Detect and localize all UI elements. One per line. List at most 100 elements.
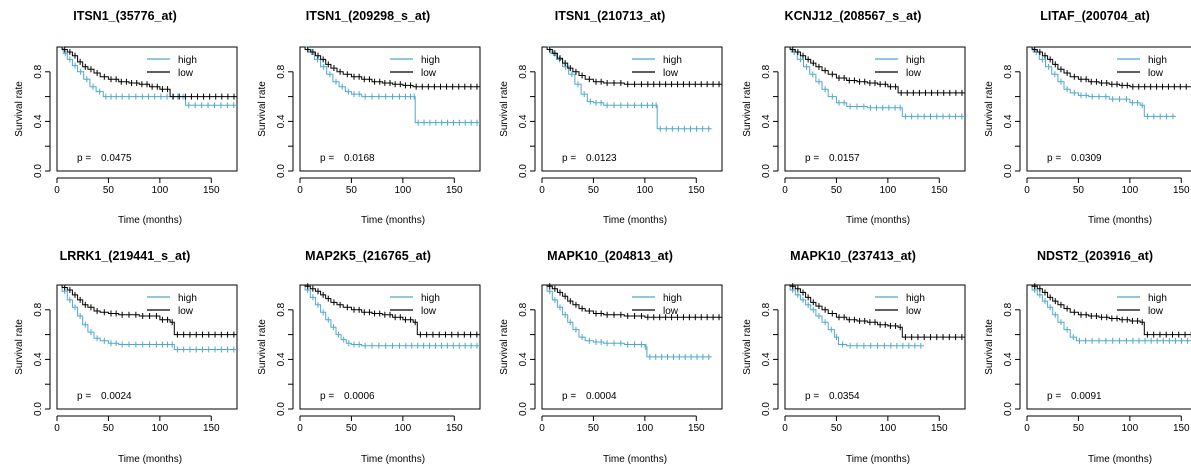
x-axis-label: Time (months) [603, 215, 667, 226]
y-tick-label: 0.8 [518, 64, 529, 78]
legend: high low [390, 55, 440, 79]
plot-frame [784, 46, 966, 172]
plot-frame [541, 46, 723, 172]
legend-label-high: high [906, 55, 925, 66]
p-value: 0.0091 [1071, 391, 1102, 402]
y-tick-label: 0.0 [276, 164, 287, 178]
survival-curve-low [542, 284, 722, 318]
legend-label-high: high [663, 55, 682, 66]
survival-curve-low [785, 46, 965, 94]
legend: high low [875, 293, 925, 317]
legend-label-high: high [178, 55, 197, 66]
plot-title: NDST2_(203916_at) [1037, 249, 1153, 263]
y-tick-label: 0.8 [276, 302, 287, 316]
p-value-label: p = [77, 391, 91, 402]
p-value-label: p = [562, 391, 576, 402]
p-value: 0.0475 [101, 153, 132, 164]
legend-label-low: low [906, 68, 922, 79]
plot-frame [784, 284, 966, 410]
p-value-label: p = [320, 391, 334, 402]
x-tick-label: 150 [446, 185, 463, 196]
p-value-label: p = [805, 391, 819, 402]
x-tick-label: 0 [539, 185, 545, 196]
legend-label-low: low [663, 306, 679, 317]
x-tick-label: 100 [152, 185, 169, 196]
survival-curve-high [785, 46, 965, 117]
y-tick-label: 0.4 [276, 114, 287, 128]
censor-marks-low [549, 283, 720, 321]
y-tick-label: 0.0 [276, 402, 287, 416]
censor-marks-low [64, 284, 235, 338]
x-tick-label: 50 [831, 423, 843, 434]
survival-curve-high [542, 46, 712, 130]
x-axis-label: Time (months) [361, 215, 425, 226]
y-tick-label: 0.8 [33, 302, 44, 316]
x-tick-label: 150 [931, 423, 948, 434]
survival-plot-8: MAPK10_(204813_at) 0.0 0.4 0.8 Survival rate… [499, 249, 723, 465]
y-tick-label: 0.8 [276, 64, 287, 78]
legend-label-low: low [421, 68, 437, 79]
p-value-label: p = [805, 153, 819, 164]
legend-label-low: low [178, 306, 194, 317]
survival-curve-high [1027, 284, 1191, 342]
y-tick-label: 0.4 [1003, 352, 1014, 366]
censor-marks-high [549, 288, 710, 360]
p-value: 0.0354 [829, 391, 860, 402]
censor-marks-low [64, 46, 235, 100]
p-value: 0.0004 [586, 391, 617, 402]
y-tick-label: 0.8 [33, 64, 44, 78]
plot-title: MAP2K5_(216765_at) [305, 249, 431, 263]
survival-plot-6: LRRK1_(219441_s_at) 0.0 0.4 0.8 Survival rat… [14, 249, 238, 465]
censor-marks-high [793, 48, 963, 120]
x-tick-label: 150 [931, 185, 948, 196]
censor-marks-high [310, 48, 478, 126]
y-tick-label: 0.0 [761, 164, 772, 178]
x-axis-label: Time (months) [361, 454, 425, 465]
x-tick-label: 100 [395, 423, 412, 434]
censor-marks-low [1034, 283, 1191, 338]
x-tick-label: 100 [1122, 185, 1139, 196]
y-axis-label: Survival rate [499, 319, 510, 375]
legend-label-high: high [1148, 293, 1167, 304]
survival-plot-9: MAPK10_(237413_at) 0.0 0.4 0.8 Survival rate… [742, 249, 966, 465]
x-axis-label: Time (months) [1088, 454, 1152, 465]
survival-plot-2: ITSN1_(209298_s_at) 0.0 0.4 0.8 Survival rat… [257, 9, 481, 226]
y-tick-label: 0.8 [761, 64, 772, 78]
x-tick-label: 50 [1073, 185, 1085, 196]
y-axis-label: Survival rate [742, 319, 753, 375]
x-tick-label: 50 [346, 185, 358, 196]
y-axis-label: Survival rate [257, 81, 268, 137]
plot-title: ITSN1_(35776_at) [73, 9, 177, 23]
x-axis-label: Time (months) [846, 454, 910, 465]
censor-marks-low [307, 46, 478, 90]
censor-marks-low [549, 46, 720, 88]
legend: high low [875, 55, 925, 79]
legend-label-low: low [1148, 68, 1164, 79]
legend: high low [632, 293, 682, 317]
y-tick-label: 0.0 [518, 402, 529, 416]
x-tick-label: 0 [54, 423, 60, 434]
y-tick-label: 0.4 [276, 352, 287, 366]
legend: high low [1117, 55, 1167, 79]
plot-title: KCNJ12_(208567_s_at) [785, 9, 922, 23]
y-axis-label: Survival rate [257, 319, 268, 375]
plot-frame [541, 284, 723, 410]
x-tick-label: 50 [588, 185, 600, 196]
x-tick-label: 0 [54, 185, 60, 196]
x-tick-label: 0 [1024, 185, 1030, 196]
x-tick-label: 0 [539, 423, 545, 434]
p-value: 0.0309 [1071, 153, 1102, 164]
y-axis-label: Survival rate [14, 81, 25, 137]
y-tick-label: 0.0 [33, 164, 44, 178]
y-tick-label: 0.4 [33, 352, 44, 366]
y-axis-label: Survival rate [499, 81, 510, 137]
x-tick-label: 0 [1024, 423, 1030, 434]
survival-plot-1: ITSN1_(35776_at) 0.0 0.4 0.8 Survival rate 0 5… [14, 9, 238, 226]
legend: high low [390, 293, 440, 317]
p-value-label: p = [77, 153, 91, 164]
y-tick-label: 0.0 [1003, 402, 1014, 416]
legend-label-high: high [421, 293, 440, 304]
x-tick-label: 100 [152, 423, 169, 434]
censor-marks-low [307, 283, 478, 338]
legend-label-high: high [1148, 55, 1167, 66]
